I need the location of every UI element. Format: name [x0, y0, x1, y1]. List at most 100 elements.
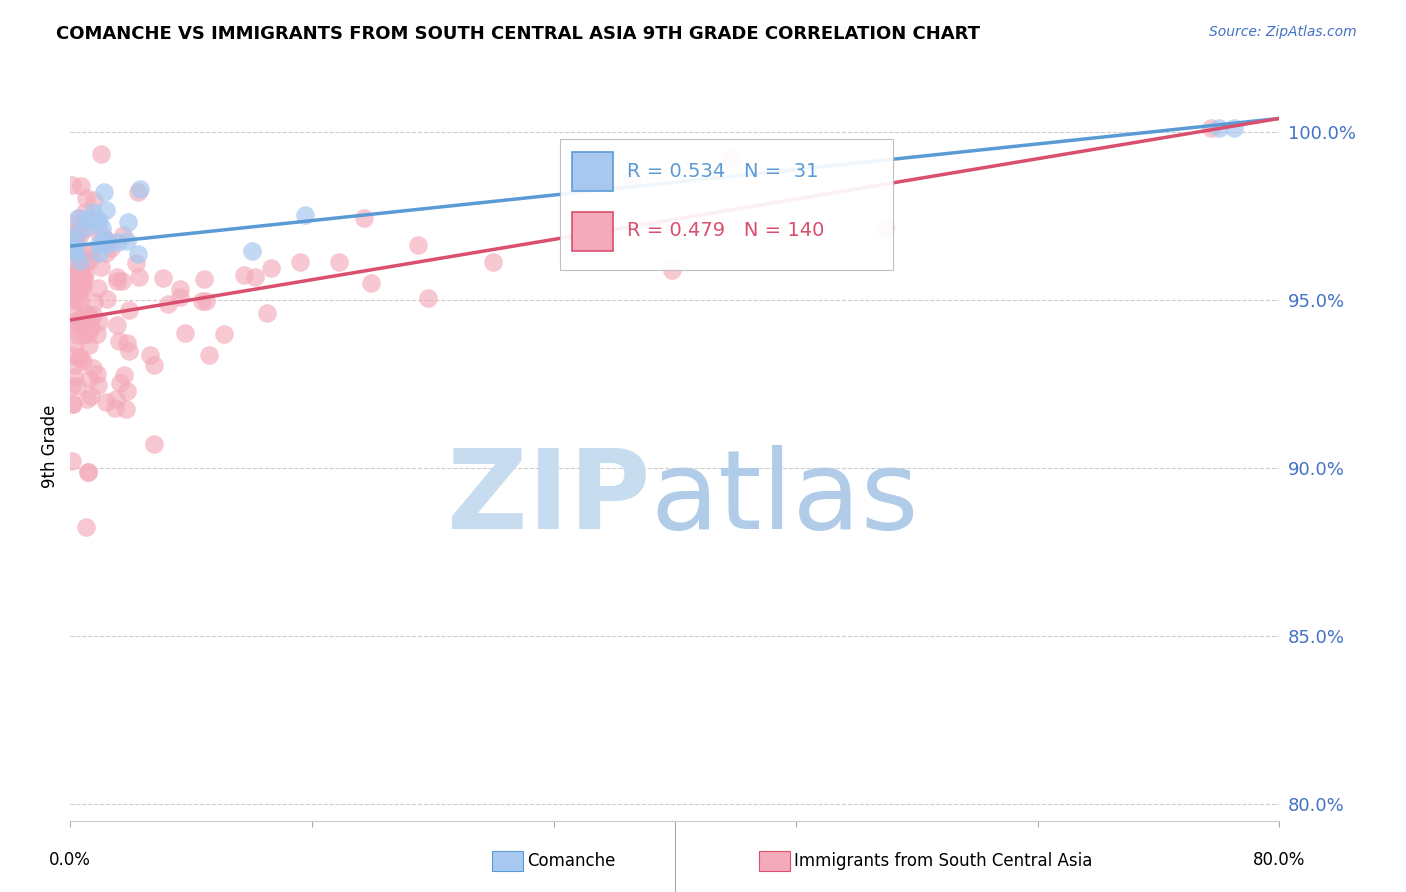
- Point: [72, 315, 94, 329]
- Text: R = 0.534   N =  31: R = 0.534 N = 31: [627, 161, 818, 180]
- Point: [82, 244, 104, 258]
- Point: [60, 454, 83, 468]
- Point: [115, 336, 138, 351]
- Point: [80, 389, 103, 403]
- Point: [87, 281, 110, 295]
- Point: [360, 276, 382, 290]
- Point: [63, 245, 86, 260]
- Point: [77, 327, 100, 342]
- Point: [73, 304, 96, 318]
- Point: [60, 348, 83, 362]
- Point: [87, 315, 110, 329]
- FancyBboxPatch shape: [572, 212, 613, 252]
- Point: [60, 287, 83, 301]
- Point: [152, 270, 174, 285]
- Point: [66, 327, 89, 342]
- Point: [60, 239, 83, 253]
- Point: [63, 225, 86, 239]
- Point: [212, 326, 235, 341]
- Point: [169, 282, 191, 296]
- Point: [60, 268, 83, 283]
- Point: [67, 277, 90, 291]
- Point: [90, 260, 112, 275]
- Point: [96, 292, 118, 306]
- Point: [60, 378, 83, 392]
- Point: [75, 254, 97, 268]
- Point: [105, 270, 128, 285]
- Point: [63, 358, 86, 372]
- Point: [62, 293, 84, 308]
- Point: [80, 310, 103, 325]
- Point: [67, 279, 90, 293]
- Point: [94, 394, 117, 409]
- Point: [128, 182, 150, 196]
- Point: [62, 247, 84, 261]
- Point: [620, 172, 643, 186]
- Point: [75, 520, 97, 534]
- Point: [194, 293, 217, 308]
- Point: [115, 384, 138, 399]
- Point: [82, 361, 104, 376]
- Point: [118, 344, 141, 359]
- Point: [77, 465, 100, 479]
- Point: [112, 368, 135, 383]
- Point: [143, 436, 166, 450]
- Point: [75, 191, 97, 205]
- FancyBboxPatch shape: [560, 139, 893, 270]
- Point: [661, 263, 683, 277]
- Point: [169, 290, 191, 304]
- Point: [63, 277, 86, 291]
- Point: [66, 270, 89, 285]
- Point: [97, 236, 120, 251]
- Point: [66, 267, 89, 281]
- Point: [482, 254, 505, 268]
- Point: [108, 334, 131, 348]
- Text: Comanche: Comanche: [527, 852, 616, 870]
- Point: [70, 310, 93, 324]
- Point: [67, 351, 90, 365]
- Point: [77, 372, 100, 386]
- FancyBboxPatch shape: [572, 153, 613, 191]
- Point: [83, 193, 105, 207]
- Point: [63, 337, 86, 351]
- Point: [104, 401, 127, 415]
- Point: [93, 232, 115, 246]
- Point: [77, 245, 100, 260]
- Point: [118, 302, 141, 317]
- Point: [73, 326, 96, 341]
- Point: [87, 226, 110, 240]
- Point: [260, 261, 283, 276]
- Point: [105, 318, 128, 332]
- Point: [67, 211, 90, 225]
- Point: [65, 230, 87, 244]
- Point: [69, 227, 91, 242]
- Y-axis label: 9th Grade: 9th Grade: [41, 404, 59, 488]
- Point: [69, 293, 91, 307]
- Point: [82, 308, 104, 322]
- Point: [76, 392, 98, 406]
- Point: [63, 234, 86, 248]
- Point: [73, 205, 96, 219]
- Point: [70, 270, 93, 285]
- Point: [139, 348, 162, 362]
- Point: [70, 266, 93, 280]
- Point: [143, 358, 166, 372]
- Point: [66, 379, 89, 393]
- Point: [83, 294, 105, 309]
- Point: [70, 282, 93, 296]
- Point: [60, 290, 83, 304]
- Point: [89, 246, 111, 260]
- Point: [117, 215, 139, 229]
- Point: [75, 267, 97, 281]
- Point: [75, 318, 97, 332]
- Point: [112, 228, 135, 243]
- Point: [108, 376, 131, 390]
- Point: [70, 179, 93, 194]
- Point: [243, 269, 266, 284]
- Point: [1223, 121, 1246, 136]
- Point: [90, 147, 112, 161]
- Point: [60, 242, 83, 256]
- Point: [63, 278, 86, 293]
- Text: 0.0%: 0.0%: [49, 851, 91, 869]
- Point: [62, 178, 84, 193]
